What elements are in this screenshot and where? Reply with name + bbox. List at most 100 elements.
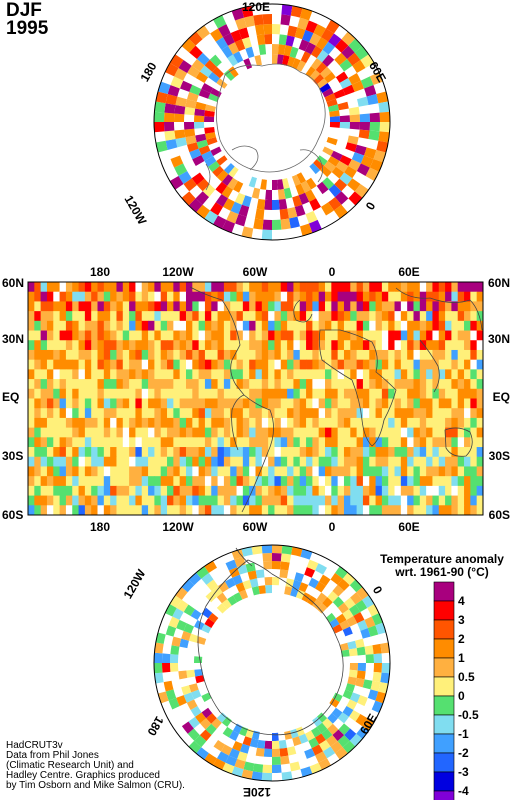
grid-cell (464, 340, 471, 351)
polar-cell (287, 207, 298, 219)
grid-cell (179, 349, 187, 361)
grid-cell (103, 311, 111, 322)
grid-cell (34, 349, 42, 361)
polar-cell (244, 15, 255, 28)
polar-cell (353, 612, 365, 624)
polar-cell (253, 218, 264, 230)
grid-cell (242, 427, 250, 438)
grid-cell (325, 437, 332, 448)
polar-cell (319, 574, 331, 586)
grid-cell (185, 359, 193, 370)
grid-cell (110, 437, 117, 448)
grid-cell (110, 291, 117, 302)
grid-cell (116, 447, 124, 458)
polar-cell (208, 93, 220, 103)
grid-cell (154, 427, 162, 438)
polar-cell (174, 104, 186, 115)
grid-cell (470, 427, 478, 438)
grid-cell (476, 379, 483, 390)
grid-cell (255, 388, 263, 399)
grid-cell (40, 301, 48, 312)
grid-cell (167, 505, 174, 515)
polar-cell (199, 729, 212, 742)
grid-cell (407, 359, 414, 370)
grid-cell (84, 349, 92, 361)
grid-cell (84, 505, 92, 515)
polar-cell (348, 159, 361, 171)
polar-cell (239, 743, 250, 754)
polar-cell (369, 122, 380, 132)
polar-cell (228, 166, 239, 178)
grid-cell (356, 330, 364, 341)
grid-cell (65, 495, 73, 506)
grid-cell (40, 485, 48, 496)
grid-cell (185, 340, 193, 351)
grid-cell (148, 437, 155, 448)
polar-cell (300, 180, 311, 193)
polar-cell (241, 5, 254, 18)
grid-cell (192, 340, 200, 351)
grid-cell (223, 398, 231, 409)
grid-cell (103, 398, 111, 409)
polar-cell (328, 197, 342, 211)
grid-cell (287, 369, 294, 380)
polar-cell (335, 747, 348, 760)
polar-cell (176, 695, 187, 707)
grid-cell (375, 301, 383, 312)
grid-cell (65, 311, 73, 322)
polar-cell (378, 682, 389, 694)
grid-cell (211, 359, 218, 370)
polar-cell (327, 713, 338, 724)
grid-cell (84, 466, 92, 477)
grid-cell (325, 456, 332, 467)
polar-cell (238, 204, 250, 217)
grid-cell (173, 466, 181, 477)
grid-cell (255, 340, 263, 351)
grid-cell (122, 388, 130, 399)
grid-cell (249, 349, 256, 361)
polar-cell (295, 589, 305, 600)
polar-cell (295, 183, 305, 196)
grid-cell (337, 369, 345, 380)
grid-cell (28, 505, 35, 515)
grid-cell (103, 417, 111, 429)
grid-cell (148, 447, 155, 458)
grid-cell (154, 359, 162, 370)
grid-cell (369, 437, 376, 448)
grid-cell (274, 359, 282, 370)
grid-cell (72, 311, 79, 322)
grid-cell (141, 359, 149, 370)
grid-cell (192, 320, 200, 331)
polar-cell (375, 691, 386, 704)
grid-cell (160, 495, 168, 506)
polar-cell (210, 28, 223, 42)
grid-cell (274, 427, 282, 438)
grid-cell (413, 388, 421, 399)
grid-cell (375, 349, 383, 361)
grid-cell (179, 282, 187, 293)
grid-cell (185, 495, 193, 506)
grid-cell (369, 369, 376, 380)
grid-cell (426, 505, 433, 515)
grid-cell (154, 282, 162, 293)
polar-cell (342, 626, 353, 637)
grid-cell (198, 379, 206, 390)
grid-cell (217, 398, 225, 409)
grid-cell (343, 408, 351, 419)
grid-cell (413, 349, 421, 361)
grid-cell (413, 340, 421, 351)
grid-cell (192, 282, 200, 293)
grid-cell (242, 447, 250, 458)
grid-cell (318, 320, 326, 331)
grid-cell (135, 505, 143, 515)
polar-cell (195, 191, 210, 205)
grid-cell (129, 485, 136, 496)
grid-cell (255, 505, 263, 515)
grid-cell (350, 359, 358, 370)
grid-cell (160, 427, 168, 438)
grid-cell (141, 291, 149, 302)
grid-cell (97, 320, 105, 331)
grid-cell (185, 456, 193, 467)
grid-cell (369, 485, 376, 496)
polar-cell (364, 85, 377, 97)
